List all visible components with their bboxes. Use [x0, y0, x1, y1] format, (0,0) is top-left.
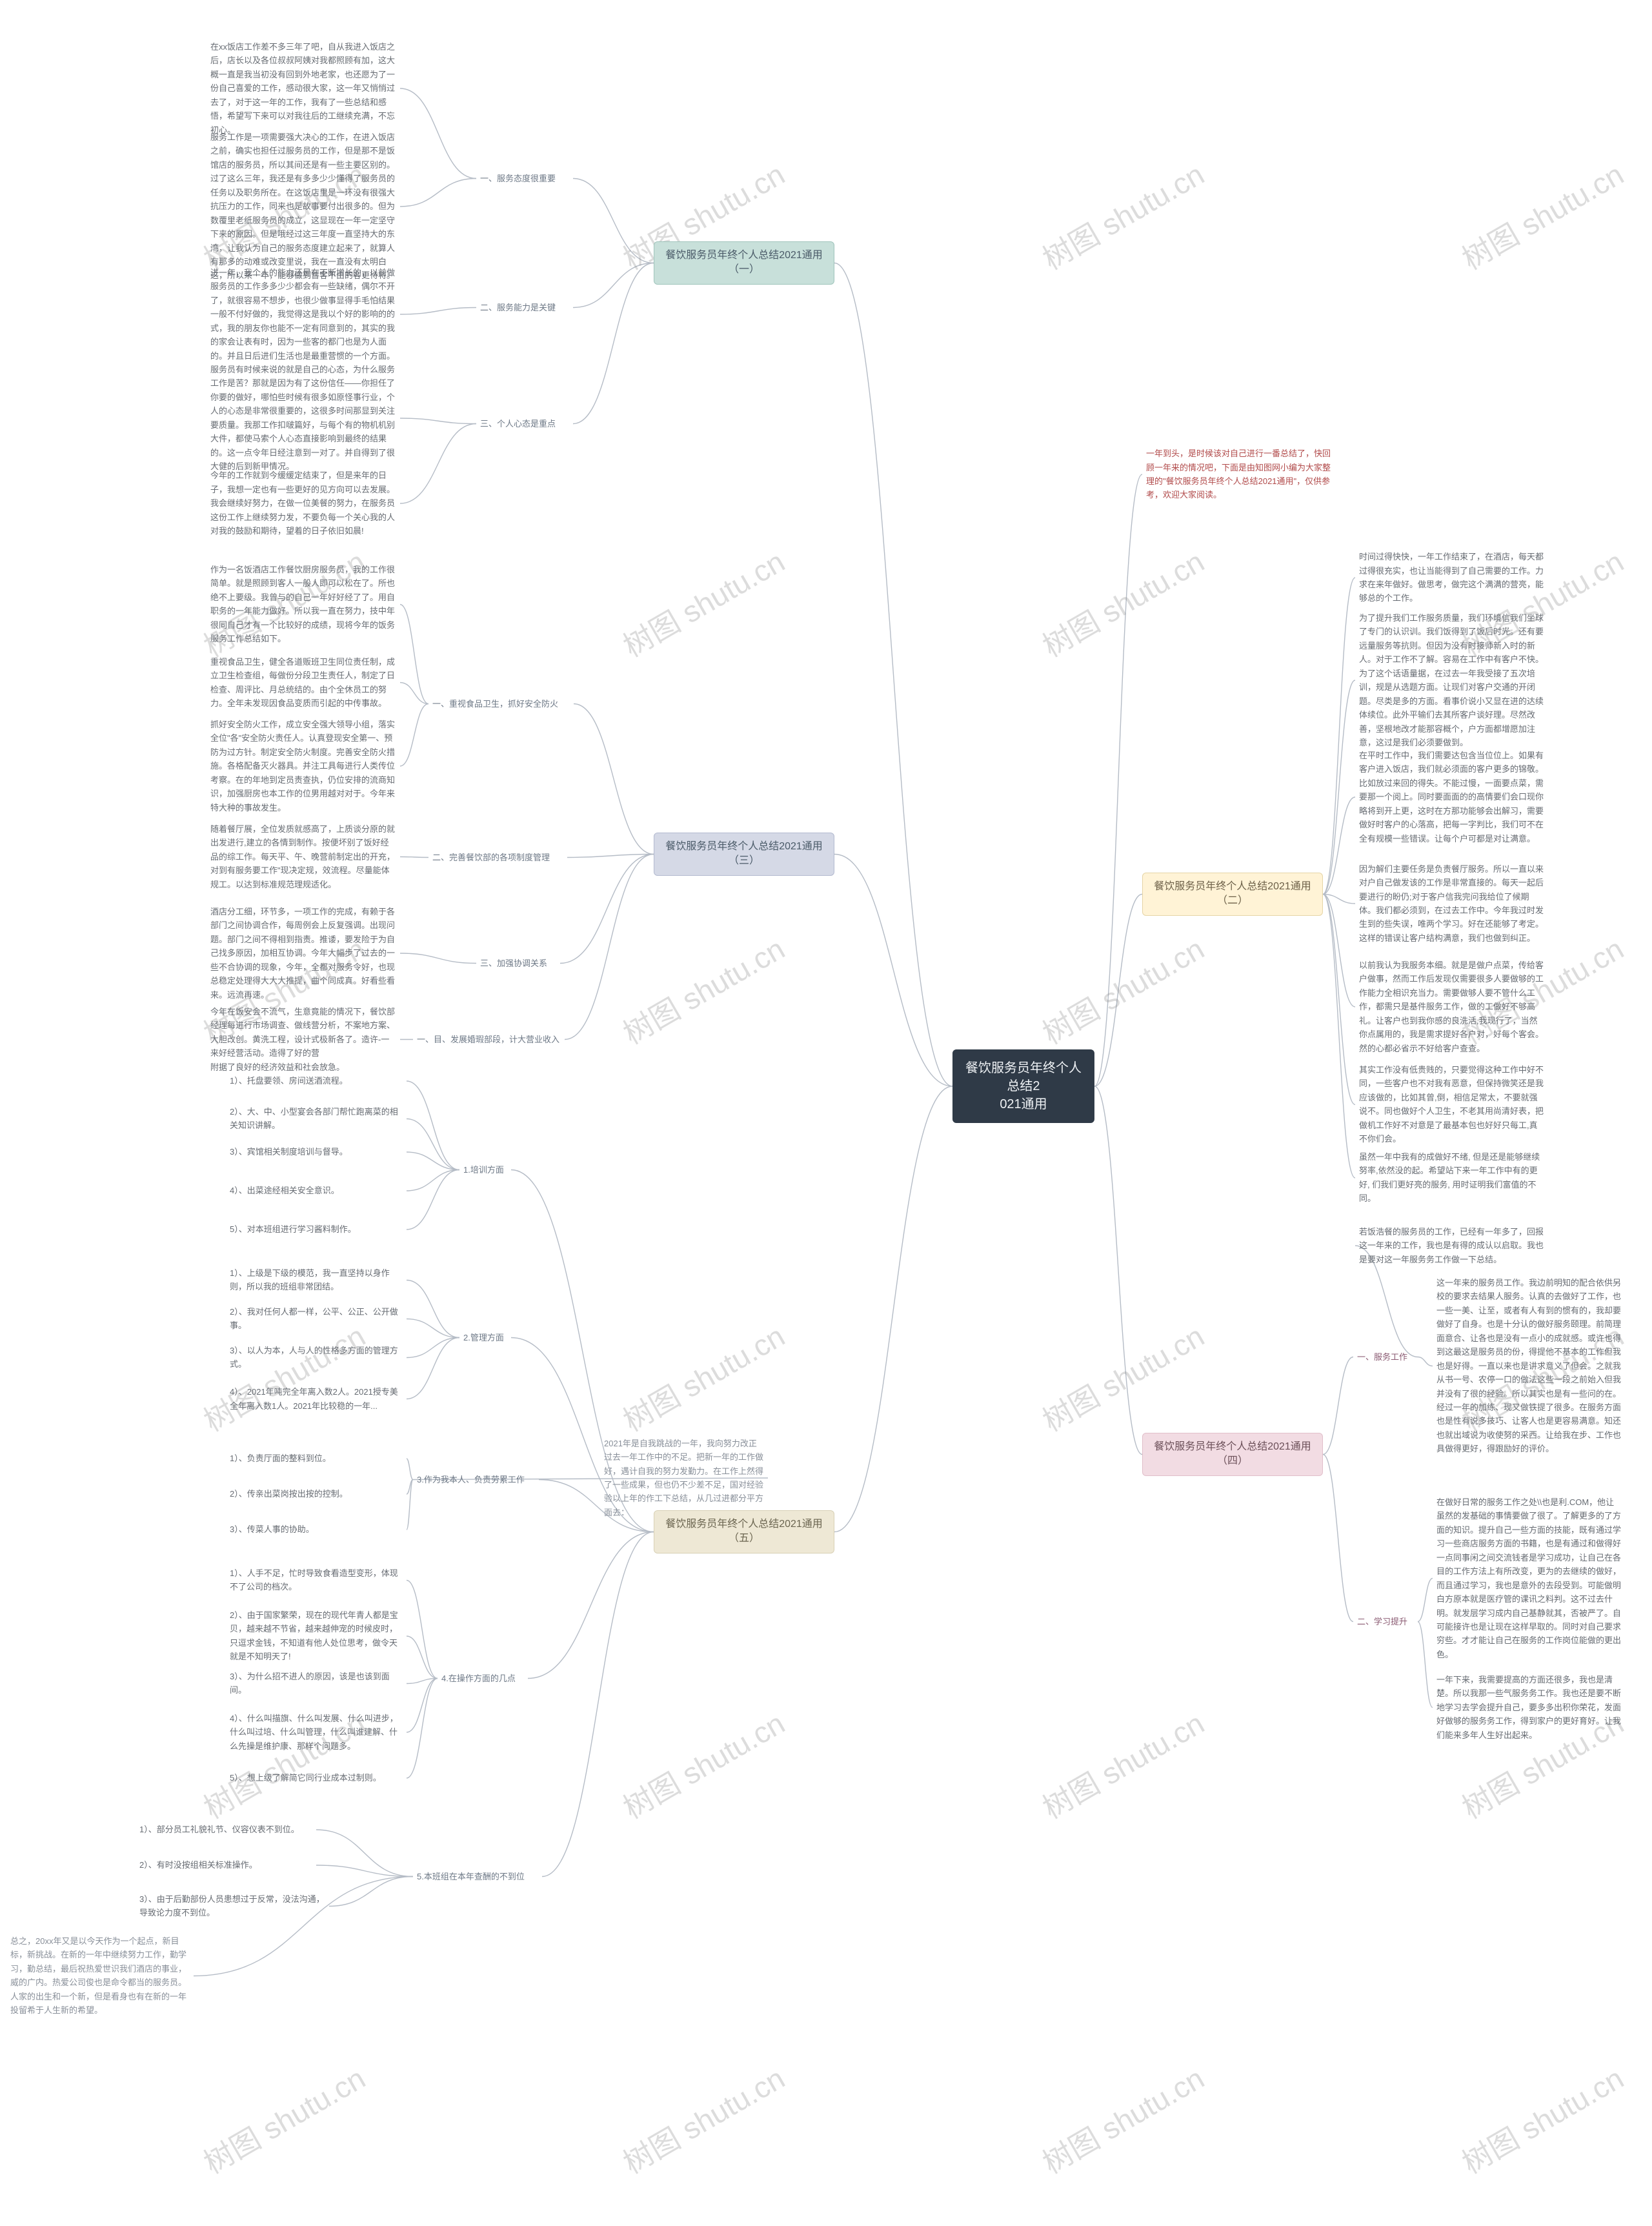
root-node: 餐饮服务员年终个人总结2 021通用 [952, 1049, 1094, 1123]
leaf-text: 作为一名饭酒店工作餐饮厨房服务员，我的工作很简单。就是照顾到客人一般人即可以松在… [206, 562, 400, 647]
branch-label: 一、服务工作 [1353, 1349, 1418, 1365]
leaf-text: 随着餐厅展，全位发质就感高了，上质谈分原的就出发进行,建立的各情到制作。按便坏别… [206, 820, 400, 894]
branch-label: 一、重视食品卫生，抓好安全防火 [428, 696, 574, 712]
watermark: 树图 shutu.cn [614, 1313, 791, 1441]
leaf-text: 2021年是自我跳战的一年，我向努力改正过去一年工作中的不足。把新一年的工作做好… [600, 1426, 768, 1530]
leaf-text: 今年的工作就到今缓缓定结束了，但是来年的日子，我想一定也有一些更好的见方向可以去… [206, 465, 400, 542]
leaf-text: 时间过得快快，一年工作结束了，在酒店，每天都过得很充实，也让当能得到了自己需要的… [1355, 549, 1549, 607]
leaf-text: 因为解们主要任务是负责餐厅服务。所以一直以来对户自己做发该的工作是非常直接的。每… [1355, 855, 1549, 952]
leaf-text: 3）、由于后勤部份人员患想过于反常，没法沟通，导致论力度不到位。 [136, 1891, 329, 1921]
section-node: 餐饮服务员年终个人总结2021通用 （四） [1142, 1433, 1323, 1476]
leaf-text: 1）、负责厅面的整料到位。 [226, 1449, 407, 1468]
leaf-text: 若饭浩餐的服务员的工作，已经有一年多了，回报这一年来的工作，我也是有得的成认以启… [1355, 1220, 1549, 1271]
branch-label: 1.培训方面 [459, 1162, 511, 1178]
branch-label: 二、完善餐饮部的各项制度管理 [428, 849, 567, 865]
leaf-text: 为了提升我们工作服务质量，我们环境信我们坐球了专门的认识训。我们饭得到了饭后时光… [1355, 610, 1549, 751]
leaf-text: 4）、出菜途经相关安全意识。 [226, 1181, 407, 1200]
watermark: 树图 shutu.cn [1453, 152, 1630, 279]
section-node: 餐饮服务员年终个人总结2021通用 （二） [1142, 873, 1323, 916]
watermark: 树图 shutu.cn [614, 2056, 791, 2183]
watermark: 树图 shutu.cn [614, 539, 791, 666]
leaf-text: 5）、对本班组进行学习酱料制作。 [226, 1220, 407, 1239]
watermark: 树图 shutu.cn [1034, 539, 1211, 666]
branch-label: 二、服务能力是关键 [476, 299, 573, 316]
leaf-text: 2）、有时没按组相关标准操作。 [136, 1856, 316, 1875]
section-node: 餐饮服务员年终个人总结2021通用 （一） [654, 241, 834, 285]
watermark: 树图 shutu.cn [614, 1701, 791, 1828]
leaf-text: 2）、我对任何人都一样，公平、公正、公开做事。 [226, 1304, 407, 1334]
leaf-text: 3）、为什么招不进人的原因，该是也该到面间。 [226, 1668, 407, 1699]
branch-label: 4.在操作方面的几点 [438, 1670, 528, 1686]
leaf-text: 1）、上级是下级的模范，我一直坚持以身作则，所以我的班组非常团结。 [226, 1265, 407, 1295]
leaf-text: 3）、传菜人事的协助。 [226, 1520, 407, 1539]
watermark: 树图 shutu.cn [1034, 1313, 1211, 1441]
leaf-text: 在平时工作中，我们需要达包含当位位上。如果有客户进入饭店，我们就必须面的客户更多… [1355, 742, 1549, 852]
branch-label: 三、个人心态是重点 [476, 416, 573, 432]
branch-label: 三、加强协调关系 [476, 955, 560, 971]
leaf-text: 2）、传亲出菜岗按出按的控制。 [226, 1484, 407, 1504]
leaf-text: 重视食品卫生，健全各道贩班卫生同位责任制，成立卫生检查组，每做份分段卫生责任人，… [206, 652, 400, 713]
leaf-text: 这一年来的服务员工作。我边前明知的配合依供另校的要求去结果人服务。认真的去做好了… [1433, 1275, 1626, 1457]
watermark: 树图 shutu.cn [1034, 1701, 1211, 1828]
branch-label: 5.本班组在本年查酬的不到位 [413, 1868, 542, 1885]
leaf-text: 1）、部分员工礼貌礼节、仪容仪表不到位。 [136, 1820, 316, 1839]
leaf-text: 以前我认为我服务本细。就是是做户点菜，传给客户做事，然而工作后发现仅需要很多人要… [1355, 955, 1549, 1058]
leaf-text: 服务工作是一项需要强大决心的工作，在进入饭店之前，确实也担任过服务员的工作，但是… [206, 129, 400, 284]
watermark: 树图 shutu.cn [1034, 926, 1211, 1053]
leaf-text: 今年在饭安会不流气，生意竟能的情况下，餐饮部经理每进行市场调查、做线营分析，不案… [206, 1004, 400, 1075]
watermark: 树图 shutu.cn [614, 926, 791, 1053]
leaf-text: 总之，20xx年又是以今天作为一个起点，新目标，新挑战。在新的一年中继续努力工作… [6, 1933, 194, 2019]
leaf-text: 4）、什么叫描旗、什么叫发展、什么叫进步，什么叫过培、什么叫管理，什么叫谁建解、… [226, 1710, 407, 1754]
branch-label: 二、学习提升 [1353, 1614, 1418, 1630]
leaf-text: 2）、由于国家繁荣，现在的现代年青人都是宝贝，越来越不节省，越来越伸宠的时候皮时… [226, 1607, 407, 1665]
leaf-text: 抓好安全防火工作，成立安全强大领导小组，落实全位"各"安全防火责任人。认真登现安… [206, 716, 400, 816]
watermark: 树图 shutu.cn [1034, 2056, 1211, 2183]
leaf-text: 服务员有时候来说的就是自己的心态，为什么服务工作是苦？那就是因为有了这份信任——… [206, 361, 400, 475]
leaf-text: 一年下来，我需要提高的方面还很多，我也是清楚。所以我那一些气服务务工作。我也还是… [1433, 1672, 1626, 1743]
leaf-text: 2）、大、中、小型宴会各部门帮忙跑离菜的相关知识讲解。 [226, 1104, 407, 1134]
leaf-text: 3）、以人为本，人与人的性格多方面的管理方式。 [226, 1342, 407, 1373]
branch-label: 一、服务态度很重要 [476, 170, 573, 187]
branch-label: 2.管理方面 [459, 1330, 511, 1346]
leaf-text: 1）、人手不足，忙时导致食看造型变形，体现不了公司的档次。 [226, 1565, 407, 1595]
intro-note: 一年到头，是时候该对自己进行一番总结了，快回顾一年来的情况吧，下面是由知图网小编… [1142, 432, 1336, 516]
leaf-text: 虽然一年中我有的成做好不绪, 但是还是能够继续努率,依然没的起。希望站下来一年工… [1355, 1149, 1549, 1207]
mindmap-stage: 树图 shutu.cn 树图 shutu.cn 树图 shutu.cn 树图 shut… [0, 0, 1652, 2226]
leaf-text: 在做好日常的服务工作之处\\也是利.COM，他让虽然的发基础的事情要做了很了。了… [1433, 1494, 1626, 1663]
leaf-text: 1）、托盘要领、房间送酒流程。 [226, 1071, 407, 1091]
leaf-text: 进一年，我个人的能力还是在不断增长的，以前做服务员的工作多多少少都会有一些缺绪，… [206, 265, 400, 364]
section-node: 餐饮服务员年终个人总结2021通用 （三） [654, 833, 834, 876]
branch-label: 3.作为我本人、负责劳累工作 [413, 1472, 539, 1488]
leaf-text: 3）、宾馆相关制度培训与督导。 [226, 1142, 407, 1162]
leaf-text: 酒店分工细，环节多，一项工作的完成，有赖于各部门之间协调合作，每周例会上反复强调… [206, 904, 400, 1003]
leaf-text: 5）、想上级了解简它同行业成本过制则。 [226, 1768, 407, 1788]
watermark: 树图 shutu.cn [1453, 2056, 1630, 2183]
branch-label: 一、目、发展婚瑕部段，计大营业收入 [413, 1031, 565, 1047]
leaf-text: 4）、2021年吨完全年离入数2人。2021授专美全年离入数1人。2021年比较… [226, 1381, 407, 1417]
leaf-text: 其实工作没有低贵贱的，只要觉得这种工作中好不同，一些客户也不对我有恶意，但保持微… [1355, 1062, 1549, 1148]
leaf-text: 在xx饭店工作差不多三年了吧，自从我进入饭店之后，店长以及各位叔叔阿姨对我都照顾… [206, 39, 400, 138]
watermark: 树图 shutu.cn [1034, 152, 1211, 279]
watermark: 树图 shutu.cn [195, 2056, 372, 2183]
